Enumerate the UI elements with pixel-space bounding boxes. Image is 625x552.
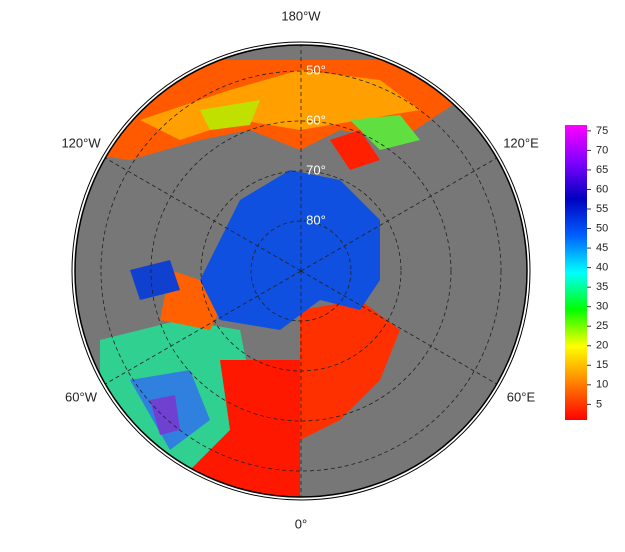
colorbar-tick-label: 60 bbox=[596, 183, 608, 195]
meridian bbox=[300, 157, 497, 272]
longitude-label: 120°E bbox=[503, 135, 539, 150]
graticule bbox=[100, 45, 502, 497]
longitude-label: 0° bbox=[295, 516, 307, 531]
colorbar-tick-label: 50 bbox=[596, 222, 608, 234]
latitude-label: 70° bbox=[306, 162, 326, 177]
colorbar-tick-label: 25 bbox=[596, 320, 608, 332]
longitude-label: 120°W bbox=[61, 135, 101, 150]
latitude-label: 50° bbox=[306, 62, 326, 77]
colorbar-tick-label: 30 bbox=[596, 301, 608, 313]
latitude-label: 60° bbox=[306, 112, 326, 127]
colorbar-tick-label: 55 bbox=[596, 203, 608, 215]
colorbar-tick-label: 70 bbox=[596, 144, 608, 156]
colorbar-tick-label: 40 bbox=[596, 262, 608, 274]
colorbar-tick-label: 45 bbox=[596, 242, 608, 254]
colorbar-tick-label: 5 bbox=[596, 398, 602, 410]
colorbar-tick-label: 75 bbox=[596, 125, 608, 137]
meridian bbox=[300, 270, 497, 385]
map-border-outer bbox=[71, 41, 531, 501]
latitude-circle bbox=[100, 70, 502, 472]
colorbar-tick-label: 15 bbox=[596, 359, 608, 371]
colorbar-tick-label: 65 bbox=[596, 164, 608, 176]
meridian bbox=[105, 157, 302, 272]
longitude-label: 60°W bbox=[65, 389, 98, 404]
colorbar-tick-label: 35 bbox=[596, 281, 608, 293]
colorbar-tick-label: 20 bbox=[596, 340, 608, 352]
map-border bbox=[74, 44, 528, 498]
latitude-label: 80° bbox=[306, 212, 326, 227]
longitude-label: 60°E bbox=[507, 389, 536, 404]
meridian bbox=[105, 270, 302, 385]
colorbar-tick-label: 10 bbox=[596, 379, 608, 391]
latitude-circle bbox=[150, 120, 452, 422]
colorbar bbox=[565, 125, 587, 420]
longitude-label: 180°W bbox=[281, 8, 321, 23]
